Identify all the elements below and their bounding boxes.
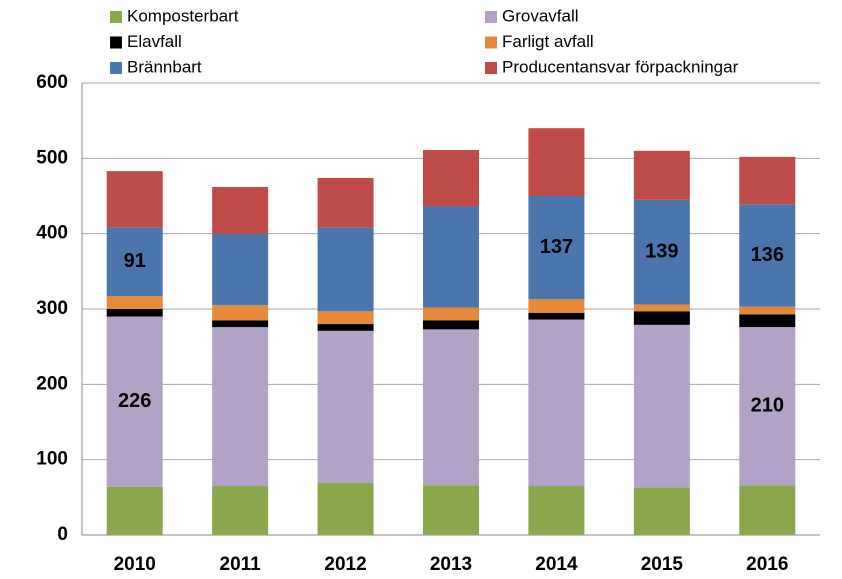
y-tick-label: 600: [36, 72, 68, 93]
legend-swatch: [110, 62, 122, 74]
x-tick-label: 2015: [641, 554, 684, 575]
x-tick-label: 2011: [220, 554, 262, 575]
bar-segment: [528, 319, 585, 487]
legend-swatch: [485, 11, 497, 23]
x-tick-label: 2016: [746, 554, 788, 575]
legend-label: Grovavfall: [502, 6, 579, 25]
legend-swatch: [110, 36, 122, 49]
bar-segment: [633, 487, 690, 535]
legend-swatch: [110, 11, 122, 23]
legend-swatch: [485, 36, 497, 49]
bar-segment: [106, 486, 163, 535]
x-tick-label: 2012: [324, 554, 366, 575]
bar-segment: [317, 311, 374, 325]
bar-segment: [423, 329, 479, 486]
bar-segment: [739, 204, 796, 307]
bar-segment: [317, 330, 374, 484]
y-tick-label: 100: [36, 449, 68, 470]
bar-segment: [423, 485, 479, 535]
bar-segment: [528, 128, 585, 196]
legend-label: Komposterbart: [127, 6, 239, 25]
bar-segment: [106, 316, 163, 487]
bar-segment: [212, 305, 269, 321]
y-tick-label: 300: [36, 298, 68, 319]
bar-segment: [423, 307, 479, 321]
bar-segment: [739, 306, 796, 315]
bar-segment: [528, 196, 585, 300]
legend-label: Elavfall: [127, 32, 182, 51]
bar-segment: [633, 324, 690, 488]
legend-label: Farligt avfall: [502, 32, 594, 51]
bar-segment: [739, 485, 796, 535]
bar-segment: [528, 299, 585, 313]
legend-swatch: [485, 62, 497, 74]
bar-segment: [212, 320, 269, 328]
y-tick-label: 500: [36, 147, 68, 168]
bar-segment: [423, 150, 479, 207]
data-label: 139: [645, 240, 678, 262]
bar-segment: [528, 312, 585, 320]
bar-segment: [633, 304, 690, 312]
y-tick-label: 400: [36, 223, 68, 244]
bar-segment: [423, 206, 479, 308]
legend-label: Producentansvar förpackningar: [502, 57, 739, 76]
x-tick-label: 2013: [430, 554, 472, 575]
x-tick-label: 2014: [535, 554, 578, 575]
bar-segment: [633, 199, 690, 305]
y-tick-label: 200: [36, 373, 68, 394]
bar-segment: [739, 327, 796, 486]
bar-segment: [633, 311, 690, 325]
bar-segment: [739, 314, 796, 328]
bar-segment: [317, 324, 374, 331]
x-tick-label: 2010: [114, 554, 156, 575]
bar-segment: [212, 486, 269, 535]
data-label: 226: [118, 390, 151, 412]
bar-segment: [317, 177, 374, 228]
bar-segment: [106, 227, 163, 297]
data-label: 136: [751, 244, 784, 266]
bar-segment: [528, 486, 585, 535]
bar-segment: [739, 156, 796, 205]
data-label: 137: [540, 236, 573, 258]
bar-segment: [106, 171, 163, 228]
bar-segment: [212, 233, 269, 306]
bar-segment: [106, 296, 163, 309]
bar-segment: [106, 309, 163, 317]
data-label: 210: [751, 394, 784, 416]
bar-segment: [423, 320, 479, 330]
legend-label: Brännbart: [127, 57, 202, 76]
bar-segment: [212, 186, 269, 234]
y-tick-label: 0: [57, 524, 68, 545]
bar-segment: [317, 227, 374, 312]
data-label: 91: [124, 250, 146, 272]
bar-segment: [317, 483, 374, 535]
bar-segment: [633, 150, 690, 200]
bar-segment: [212, 327, 269, 487]
